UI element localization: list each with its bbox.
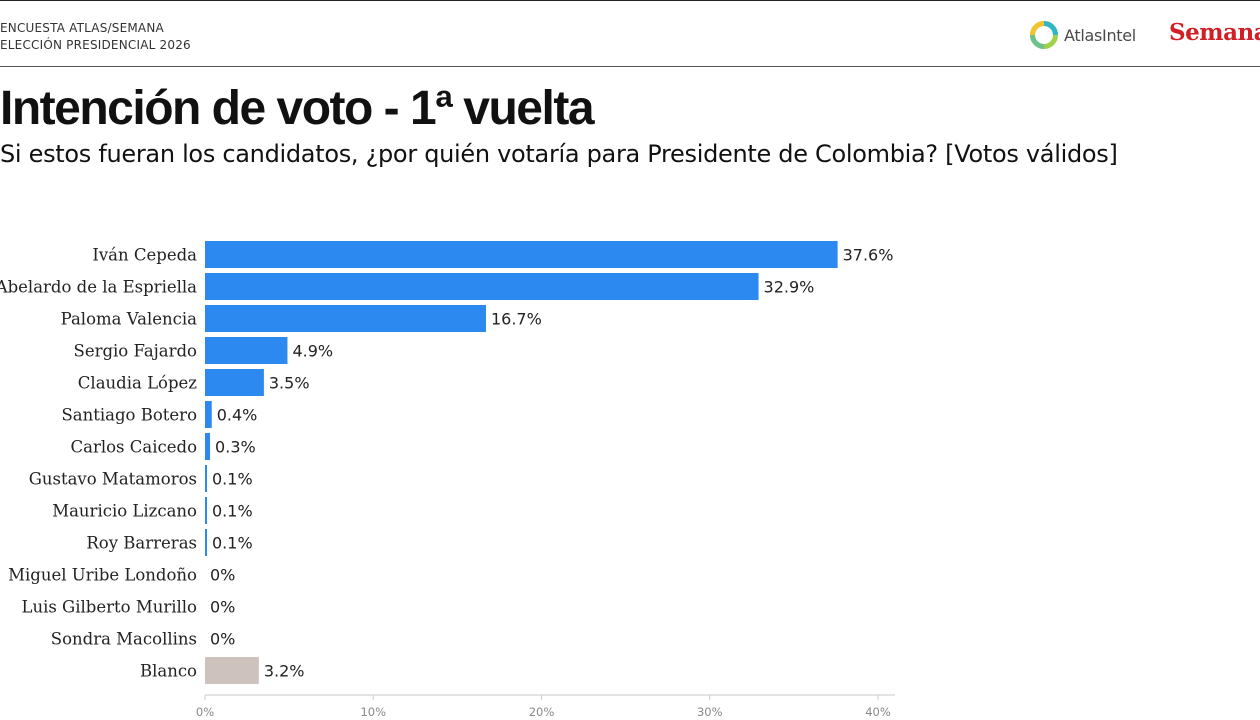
bar: [205, 433, 211, 460]
x-tick-label: 10%: [360, 705, 386, 719]
value-label: 0.3%: [215, 438, 256, 457]
value-label: 37.6%: [843, 246, 894, 265]
category-label: Sergio Fajardo: [74, 342, 198, 361]
bar-chart: Iván Cepeda 37.6% Abelardo de la Espriella…: [0, 241, 895, 719]
bar: [205, 401, 212, 428]
bar: [205, 497, 207, 524]
x-tick-label: 20%: [529, 705, 555, 719]
kicker-line-1: ENCUESTA ATLAS/SEMANA: [0, 21, 164, 35]
category-label: Sondra Macollins: [51, 630, 197, 649]
category-label: Roy Barreras: [86, 534, 197, 553]
bar: [205, 273, 759, 300]
atlasintel-logo-icon: [1030, 21, 1058, 49]
value-label: 16.7%: [491, 310, 542, 329]
kicker-line-2: ELECCIÓN PRESIDENCIAL 2026: [0, 38, 191, 52]
bar: [205, 465, 207, 492]
value-label: 0.1%: [212, 470, 253, 489]
value-label: 0%: [210, 630, 235, 649]
value-label: 0.1%: [212, 534, 253, 553]
category-label: Luis Gilberto Murillo: [21, 598, 197, 617]
category-label: Abelardo de la Espriella: [0, 278, 197, 297]
x-tick-label: 40%: [865, 705, 891, 719]
chart-title: Intención de voto - 1ª vuelta: [0, 82, 595, 135]
category-label: Mauricio Lizcano: [52, 502, 197, 521]
bar: [205, 337, 288, 364]
category-label: Gustavo Matamoros: [29, 470, 197, 489]
survey-kicker: ENCUESTA ATLAS/SEMANA ELECCIÓN PRESIDENC…: [0, 20, 191, 54]
value-label: 32.9%: [764, 278, 815, 297]
value-label: 3.2%: [264, 662, 305, 681]
value-label: 4.9%: [292, 342, 333, 361]
category-label: Carlos Caicedo: [70, 438, 197, 457]
value-label: 0.4%: [217, 406, 258, 425]
category-label: Paloma Valencia: [61, 310, 198, 329]
bar: [205, 657, 259, 684]
category-label: Miguel Uribe Londoño: [8, 566, 197, 585]
category-label: Blanco: [140, 662, 197, 681]
semana-logo: Semana: [1169, 19, 1260, 46]
value-label: 0%: [210, 566, 235, 585]
bar: [205, 241, 838, 268]
category-label: Iván Cepeda: [92, 246, 197, 265]
bar: [205, 529, 207, 556]
value-label: 0%: [210, 598, 235, 617]
category-label: Santiago Botero: [61, 406, 197, 425]
bar: [205, 305, 486, 332]
atlasintel-logo-text: AtlasIntel: [1064, 25, 1136, 45]
chart-subtitle: Si estos fueran los candidatos, ¿por qui…: [0, 140, 1118, 168]
category-label: Claudia López: [78, 374, 198, 393]
value-label: 3.5%: [269, 374, 310, 393]
x-tick-label: 30%: [697, 705, 723, 719]
atlasintel-logo: AtlasIntel: [1030, 20, 1136, 50]
header-divider: [0, 66, 1260, 67]
x-tick-label: 0%: [196, 705, 214, 719]
bar: [205, 369, 264, 396]
value-label: 0.1%: [212, 502, 253, 521]
